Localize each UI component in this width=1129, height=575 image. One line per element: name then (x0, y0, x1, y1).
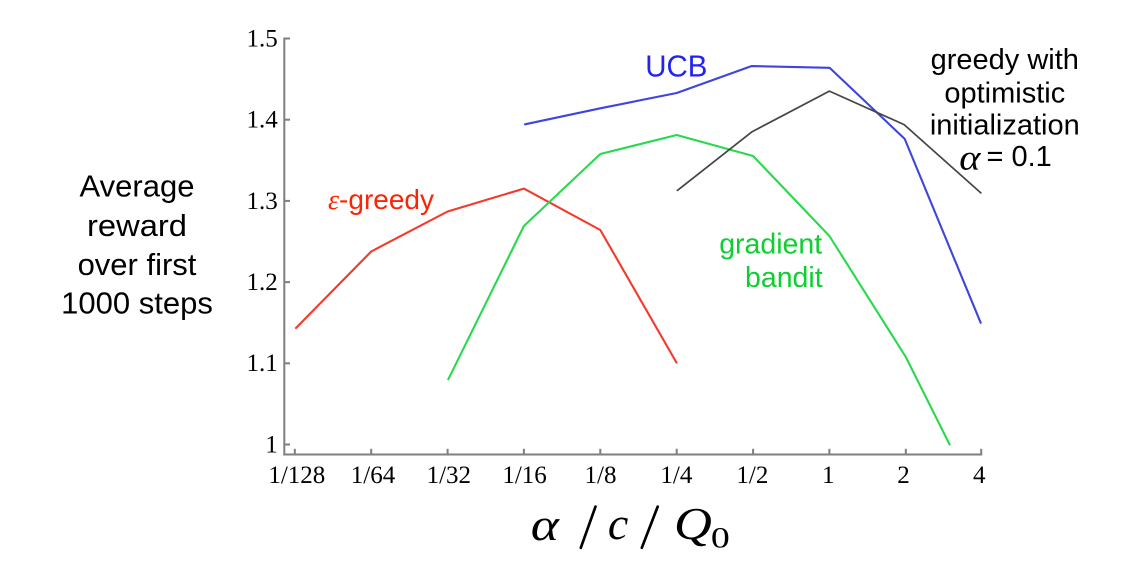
svg-text:1/64: 1/64 (351, 462, 396, 489)
svg-text:= 0.1: = 0.1 (987, 141, 1052, 173)
svg-text:bandit: bandit (745, 262, 823, 294)
svg-text:1/32: 1/32 (427, 462, 471, 489)
svg-text:1/8: 1/8 (585, 462, 617, 489)
svg-text:greedy with: greedy with (931, 44, 1079, 76)
svg-text:1/2: 1/2 (736, 462, 768, 489)
svg-text:reward: reward (87, 208, 187, 243)
svg-text:1/128: 1/128 (268, 462, 325, 489)
svg-text:Average: Average (80, 168, 195, 203)
svg-text:1: 1 (265, 431, 278, 458)
svg-text:4: 4 (973, 462, 986, 489)
svg-text:1.3: 1.3 (247, 188, 278, 215)
svg-text:ε-greedy: ε-greedy (328, 184, 434, 216)
svg-text:UCB: UCB (645, 50, 707, 84)
svg-text:1: 1 (822, 462, 835, 489)
svg-text:c: c (608, 498, 628, 549)
svg-text:1.5: 1.5 (247, 25, 278, 52)
svg-text:2: 2 (897, 462, 910, 489)
svg-text:1.4: 1.4 (247, 107, 279, 134)
svg-text:0: 0 (711, 522, 730, 555)
svg-text:optimistic: optimistic (944, 77, 1065, 109)
svg-text:initialization: initialization (930, 109, 1080, 141)
svg-text:gradient: gradient (719, 228, 822, 260)
svg-text:1.1: 1.1 (247, 350, 278, 377)
svg-text:1.2: 1.2 (247, 269, 278, 296)
svg-text:Q: Q (674, 498, 712, 549)
svg-text:over first: over first (78, 247, 197, 282)
svg-text:1000 steps: 1000 steps (61, 285, 213, 320)
svg-text:1/4: 1/4 (660, 462, 692, 489)
svg-text:α: α (959, 138, 981, 178)
svg-text:α: α (531, 499, 561, 550)
svg-text:1/16: 1/16 (502, 462, 546, 489)
